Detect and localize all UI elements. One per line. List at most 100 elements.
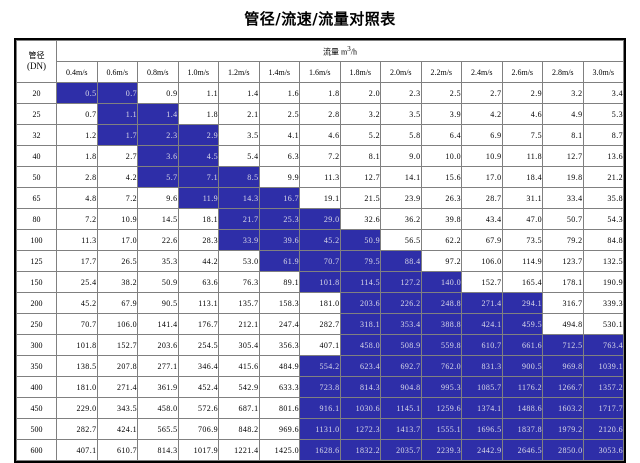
cell-flow-highlighted: 16.7 [258, 187, 300, 209]
cell-flow: 36.2 [380, 208, 422, 230]
cell-flow: 1.8 [177, 103, 219, 125]
cell-flow-highlighted: 2.3 [137, 124, 179, 146]
cell-flow: 1017.9 [177, 439, 219, 461]
cell-flow: 158.3 [258, 292, 300, 314]
cell-flow-highlighted: 0.5 [56, 82, 98, 104]
cell-flow-highlighted: 1131.0 [299, 418, 341, 440]
cell-flow-highlighted: 1979.2 [542, 418, 584, 440]
column-header-velocity: 2.0m/s [380, 61, 422, 83]
cell-dn: 450 [16, 397, 57, 419]
cell-flow-highlighted: 45.2 [299, 229, 341, 251]
cell-flow: 452.4 [177, 376, 219, 398]
cell-flow: 572.6 [177, 397, 219, 419]
cell-flow: 17.0 [96, 229, 138, 251]
cell-flow: 38.2 [96, 271, 138, 293]
cell-flow: 3.2 [339, 103, 381, 125]
cell-dn: 600 [16, 439, 57, 461]
cell-flow: 2.8 [299, 103, 341, 125]
cell-flow-highlighted: 2120.6 [582, 418, 624, 440]
cell-flow-highlighted: 1488.6 [501, 397, 543, 419]
cell-flow: 11.8 [501, 145, 543, 167]
column-header-velocity: 2.4m/s [461, 61, 503, 83]
cell-flow: 114.9 [501, 250, 543, 272]
cell-flow-highlighted: 424.1 [461, 313, 503, 335]
cell-flow-highlighted: 114.5 [339, 271, 381, 293]
cell-flow: 152.7 [461, 271, 503, 293]
cell-flow: 0.9 [137, 82, 179, 104]
cell-flow-highlighted: 692.7 [380, 355, 422, 377]
column-header-velocity: 2.2m/s [420, 61, 462, 83]
column-header-velocity: 1.2m/s [218, 61, 260, 83]
cell-flow: 1221.4 [218, 439, 260, 461]
cell-flow: 254.5 [177, 334, 219, 356]
cell-flow: 212.1 [218, 313, 260, 335]
cell-flow: 271.4 [96, 376, 138, 398]
column-header-dn: 管径 (DN) [16, 40, 57, 83]
cell-flow: 814.3 [137, 439, 179, 461]
cell-flow-highlighted: 1357.2 [582, 376, 624, 398]
cell-flow: 8.7 [582, 124, 624, 146]
cell-flow-highlighted: 916.1 [299, 397, 341, 419]
column-header-velocity: 2.6m/s [501, 61, 543, 83]
cell-flow: 17.7 [56, 250, 98, 272]
cell-flow-highlighted: 2035.7 [380, 439, 422, 461]
cell-flow: 50.9 [137, 271, 179, 293]
cell-flow-highlighted: 61.9 [258, 250, 300, 272]
cell-flow: 4.8 [56, 187, 98, 209]
cell-flow-highlighted: 2442.9 [461, 439, 503, 461]
cell-flow-highlighted: 5.7 [137, 166, 179, 188]
cell-flow: 141.4 [137, 313, 179, 335]
cell-flow: 530.1 [582, 313, 624, 335]
cell-flow: 356.3 [258, 334, 300, 356]
cell-flow-highlighted: 1259.6 [420, 397, 462, 419]
cell-flow-highlighted: 1837.8 [501, 418, 543, 440]
cell-flow-highlighted: 1832.2 [339, 439, 381, 461]
cell-flow: 687.1 [218, 397, 260, 419]
cell-flow: 90.5 [137, 292, 179, 314]
cell-flow: 1425.0 [258, 439, 300, 461]
cell-flow-highlighted: 21.7 [218, 208, 260, 230]
table-row: 600 407.1 610.7 814.3 1017.9 1221.4 1425.0 1628… [16, 439, 624, 461]
cell-flow-highlighted: 33.9 [218, 229, 260, 251]
cell-dn: 350 [16, 355, 57, 377]
cell-flow-highlighted: 1.1 [96, 103, 138, 125]
table-row: 40 1.8 2.7 3.6 4.5 5.4 6.3 7.2 8.1 9.0 10.0 10.9 11.… [16, 145, 624, 167]
cell-flow: 2.3 [380, 82, 422, 104]
cell-flow: 26.3 [420, 187, 462, 209]
cell-dn: 20 [16, 82, 57, 104]
table-row: 25 0.7 1.1 1.4 1.8 2.1 2.5 2.8 3.2 3.5 3.9 4.2 4.6 4.… [16, 103, 624, 125]
cell-flow: 969.6 [258, 418, 300, 440]
cell-dn: 200 [16, 292, 57, 314]
cell-flow-highlighted: 969.8 [542, 355, 584, 377]
cell-flow-highlighted: 1272.3 [339, 418, 381, 440]
cell-flow: 67.9 [461, 229, 503, 251]
cell-flow: 7.2 [299, 145, 341, 167]
page-title: 管径/流速/流量对照表 [244, 10, 396, 28]
cell-flow: 9.9 [258, 166, 300, 188]
cell-flow: 21.5 [339, 187, 381, 209]
cell-flow: 1.2 [56, 124, 98, 146]
cell-flow: 17.0 [461, 166, 503, 188]
column-header-velocity: 1.6m/s [299, 61, 341, 83]
cell-flow: 6.9 [461, 124, 503, 146]
cell-flow: 39.8 [420, 208, 462, 230]
table-header: 管径 (DN) 流量 m3/h 0.4m/s 0.6m/s 0.8m/s 1.0m/s… [16, 40, 624, 83]
cell-flow-highlighted: 554.2 [299, 355, 341, 377]
cell-flow: 8.1 [339, 145, 381, 167]
cell-flow-highlighted: 1717.7 [582, 397, 624, 419]
cell-flow: 138.5 [56, 355, 98, 377]
cell-flow-highlighted: 4.5 [177, 145, 219, 167]
cell-flow-highlighted: 11.9 [177, 187, 219, 209]
cell-flow: 5.3 [582, 103, 624, 125]
cell-flow: 113.1 [177, 292, 219, 314]
cell-flow: 12.7 [542, 145, 584, 167]
cell-flow-highlighted: 248.8 [420, 292, 462, 314]
cell-flow: 8.1 [542, 124, 584, 146]
cell-flow: 7.2 [56, 208, 98, 230]
cell-flow-highlighted: 1145.1 [380, 397, 422, 419]
cell-flow: 801.6 [258, 397, 300, 419]
cell-flow: 135.7 [218, 292, 260, 314]
cell-flow-highlighted: 1266.7 [542, 376, 584, 398]
cell-flow: 56.5 [380, 229, 422, 251]
cell-flow: 229.0 [56, 397, 98, 419]
